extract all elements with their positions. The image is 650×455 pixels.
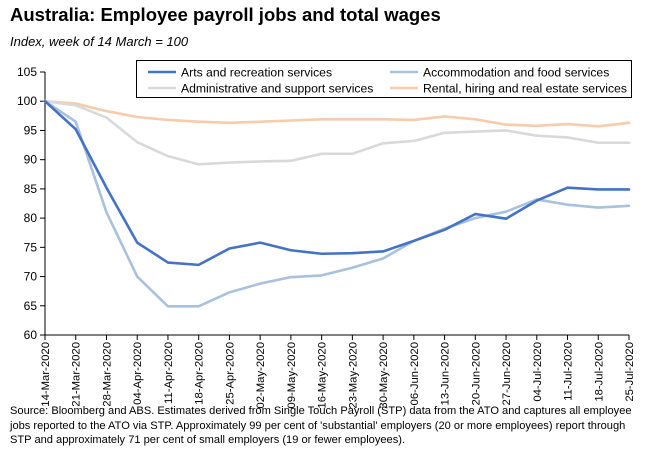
x-tick-label: 30-May-2020 (378, 342, 390, 409)
x-tick-label: 04-Jul-2020 (532, 342, 544, 402)
series-lines (43, 99, 631, 308)
series-line (43, 99, 631, 267)
y-tick-label: 90 (24, 153, 38, 167)
legend-label: Accommodation and food services (423, 66, 609, 80)
x-tick-label: 25-Jul-2020 (624, 342, 636, 402)
y-tick-label: 75 (24, 240, 38, 254)
source-note: Source: Bloomberg and ABS. Estimates der… (10, 405, 632, 447)
x-tick-label: 11-Jul-2020 (563, 342, 575, 401)
x-tick-label: 14-Mar-2020 (40, 342, 52, 407)
x-tick-label: 02-May-2020 (255, 342, 267, 409)
series-line (43, 99, 631, 128)
x-tick-label: 09-May-2020 (286, 342, 298, 409)
series-line (43, 99, 631, 308)
x-tick-label: 16-May-2020 (317, 342, 329, 409)
x-tick-label: 06-Jun-2020 (409, 342, 421, 405)
y-tick-label: 80 (24, 211, 38, 225)
x-tick-label: 23-May-2020 (347, 342, 359, 409)
legend-label: Rental, hiring and real estate services (423, 82, 627, 96)
x-tick-label: 25-Apr-2020 (224, 342, 236, 405)
legend: Arts and recreation services Accommodatio… (136, 60, 632, 98)
x-tick-label: 13-Jun-2020 (440, 342, 452, 405)
axes: 60 65 70 75 80 85 90 95 100 105 14-Mar-2020 21-Mar-… (17, 65, 636, 409)
series-line (43, 99, 631, 166)
chart-subtitle: Index, week of 14 March = 100 (10, 34, 189, 49)
y-tick-label: 105 (17, 65, 37, 79)
x-tick-label: 27-Jun-2020 (501, 342, 513, 405)
x-tick-label: 20-Jun-2020 (470, 342, 482, 405)
x-tick-label: 21-Mar-2020 (71, 342, 83, 407)
x-tick-label: 04-Apr-2020 (132, 342, 144, 405)
y-tick-label: 65 (24, 299, 38, 313)
y-tick-label: 100 (17, 94, 37, 108)
y-tick-label: 85 (24, 182, 38, 196)
chart-title: Australia: Employee payroll jobs and tot… (10, 4, 441, 25)
y-tick-label: 70 (24, 270, 38, 284)
y-tick-label: 60 (24, 328, 38, 342)
legend-label: Administrative and support services (181, 82, 373, 96)
x-tick-label: 18-Jul-2020 (593, 342, 605, 402)
x-tick-label: 28-Mar-2020 (101, 342, 113, 407)
x-tick-label: 11-Apr-2020 (163, 342, 175, 404)
y-tick-label: 95 (24, 123, 38, 137)
legend-box (136, 60, 632, 98)
x-tick-label: 18-Apr-2020 (194, 342, 206, 405)
legend-label: Arts and recreation services (181, 66, 332, 80)
